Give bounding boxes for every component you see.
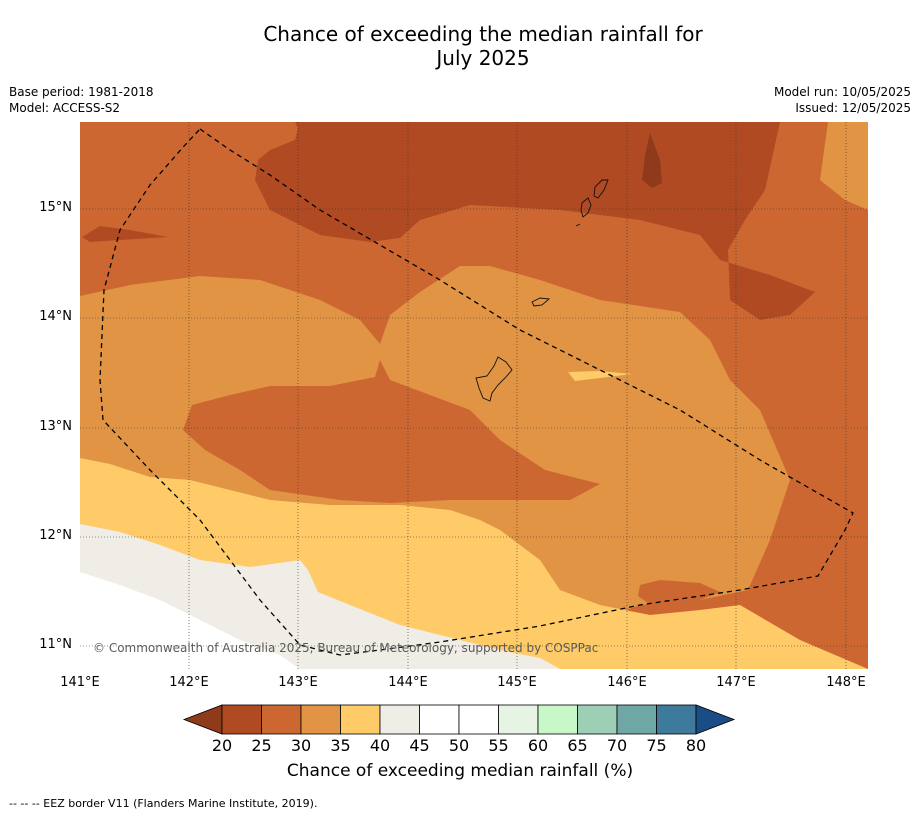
- island-saipan: [593, 179, 609, 199]
- band-20-top: [642, 133, 662, 188]
- island-guam: [475, 356, 513, 402]
- eez-border: [99, 128, 854, 656]
- colorbar-extend-high: [695, 704, 736, 735]
- colorbar-tick-label: 45: [409, 736, 430, 755]
- colorbar-extend-low: [182, 704, 223, 735]
- colorbar-tick-label: 70: [606, 736, 628, 755]
- colorbar-segment: [577, 704, 618, 735]
- model-text: Model: ACCESS-S2: [9, 101, 121, 115]
- lon-tick: 147°E: [716, 675, 756, 690]
- map-fill: [80, 122, 868, 669]
- colorbar-tick-label: 60: [527, 736, 549, 755]
- colorbar-segment: [656, 704, 697, 735]
- lat-tick: 15°N: [39, 200, 72, 215]
- title-line-1: Chance of exceeding the median rainfall …: [263, 22, 703, 46]
- colorbar-segment: [340, 704, 381, 735]
- gridlines: [80, 122, 868, 669]
- colorbar-segment: [537, 704, 578, 735]
- colorbar-tick-label: 25: [251, 736, 272, 755]
- lon-tick: 148°E: [826, 675, 866, 690]
- colorbar-tick-label: 50: [448, 736, 470, 755]
- band-30-center: [183, 360, 600, 503]
- colorbar-segment: [379, 704, 420, 735]
- colorbar-tick-label: 80: [685, 736, 707, 755]
- colorbar-title: Chance of exceeding median rainfall (%): [286, 761, 634, 781]
- colorbar-tick-label: 65: [567, 736, 588, 755]
- lat-tick: 13°N: [39, 419, 72, 434]
- lon-tick: 145°E: [497, 675, 537, 690]
- band-30-southeast: [638, 580, 720, 608]
- colorbar-tick-label: 40: [369, 736, 391, 755]
- lon-tick: 144°E: [388, 675, 428, 690]
- lon-tick: 146°E: [607, 675, 647, 690]
- band-40-spot: [568, 371, 632, 381]
- meta-left: Base period: 1981-2018 Model: ACCESS-S2: [9, 84, 154, 116]
- colorbar-segment: [261, 704, 302, 735]
- lat-tick: 11°N: [39, 637, 72, 652]
- lat-tick: 12°N: [39, 528, 72, 543]
- meta-right: Model run: 10/05/2025 Issued: 12/05/2025: [774, 84, 911, 116]
- chart-title: Chance of exceeding the median rainfall …: [0, 22, 919, 70]
- colorbar-tick-label: 55: [488, 736, 509, 755]
- colorbar-tick-label: 35: [330, 736, 351, 755]
- band-35-east: [820, 122, 868, 210]
- colorbar-tick-label: 75: [646, 736, 667, 755]
- island-aguijan: [575, 223, 581, 227]
- colorbar-tick-label: 20: [211, 736, 233, 755]
- colorbar-segment: [458, 704, 499, 735]
- base-period-text: Base period: 1981-2018: [9, 85, 154, 99]
- lon-tick: 141°E: [60, 675, 100, 690]
- band-30-east-edge: [862, 470, 868, 560]
- colorbar-segment: [419, 704, 460, 735]
- band-50: [80, 572, 300, 669]
- colorbar: [182, 704, 736, 735]
- lon-tick: 142°E: [169, 675, 209, 690]
- lat-tick: 14°N: [39, 309, 72, 324]
- band-25-north: [255, 122, 815, 320]
- colorbar-segment: [221, 704, 262, 735]
- islands: [475, 179, 609, 402]
- colorbar-segment: [616, 704, 657, 735]
- colorbar-segment: [300, 704, 341, 735]
- copyright-text: © Commonwealth of Australia 2025, Bureau…: [93, 641, 599, 655]
- model-run-text: Model run: 10/05/2025: [773, 85, 911, 99]
- colorbar-tick-label: 30: [290, 736, 312, 755]
- title-line-2: July 2025: [436, 46, 530, 70]
- island-rota: [531, 297, 551, 307]
- eez-footnote: -- -- -- EEZ border V11 (Flanders Marine…: [9, 797, 318, 810]
- lon-tick: 143°E: [278, 675, 318, 690]
- island-tinian: [580, 197, 592, 218]
- colorbar-segment: [498, 704, 539, 735]
- band-25-west: [82, 226, 168, 242]
- issued-text: Issued: 12/05/2025: [795, 101, 911, 115]
